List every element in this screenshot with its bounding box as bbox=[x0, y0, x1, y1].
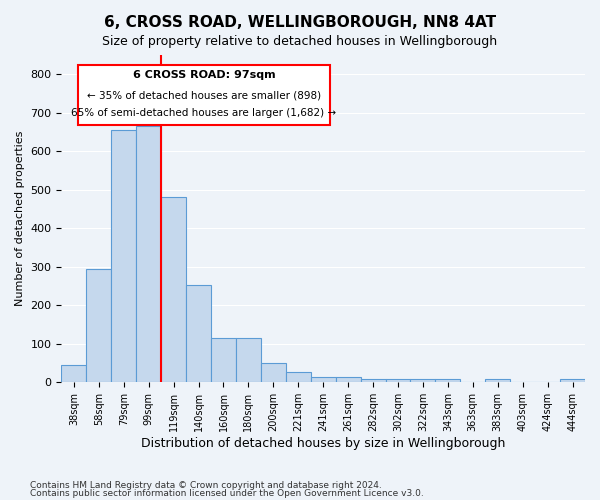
Bar bbox=[286, 372, 311, 382]
Bar bbox=[485, 380, 510, 382]
Text: Contains HM Land Registry data © Crown copyright and database right 2024.: Contains HM Land Registry data © Crown c… bbox=[30, 481, 382, 490]
Text: Contains public sector information licensed under the Open Government Licence v3: Contains public sector information licen… bbox=[30, 488, 424, 498]
X-axis label: Distribution of detached houses by size in Wellingborough: Distribution of detached houses by size … bbox=[141, 437, 505, 450]
Bar bbox=[61, 365, 86, 382]
Bar bbox=[410, 380, 436, 382]
Bar bbox=[211, 338, 236, 382]
Bar bbox=[186, 286, 211, 382]
Bar bbox=[386, 380, 410, 382]
Bar bbox=[236, 338, 261, 382]
Text: 6, CROSS ROAD, WELLINGBOROUGH, NN8 4AT: 6, CROSS ROAD, WELLINGBOROUGH, NN8 4AT bbox=[104, 15, 496, 30]
Bar bbox=[136, 126, 161, 382]
Bar bbox=[560, 380, 585, 382]
Bar bbox=[111, 130, 136, 382]
Text: ← 35% of detached houses are smaller (898): ← 35% of detached houses are smaller (89… bbox=[87, 90, 321, 100]
Bar bbox=[436, 380, 460, 382]
Bar bbox=[86, 268, 111, 382]
Bar bbox=[161, 198, 186, 382]
Text: 6 CROSS ROAD: 97sqm: 6 CROSS ROAD: 97sqm bbox=[133, 70, 275, 80]
Text: Size of property relative to detached houses in Wellingborough: Size of property relative to detached ho… bbox=[103, 35, 497, 48]
Bar bbox=[261, 363, 286, 382]
Bar bbox=[335, 376, 361, 382]
Bar bbox=[311, 376, 335, 382]
Bar bbox=[361, 380, 386, 382]
Text: 65% of semi-detached houses are larger (1,682) →: 65% of semi-detached houses are larger (… bbox=[71, 108, 337, 118]
Y-axis label: Number of detached properties: Number of detached properties bbox=[15, 131, 25, 306]
